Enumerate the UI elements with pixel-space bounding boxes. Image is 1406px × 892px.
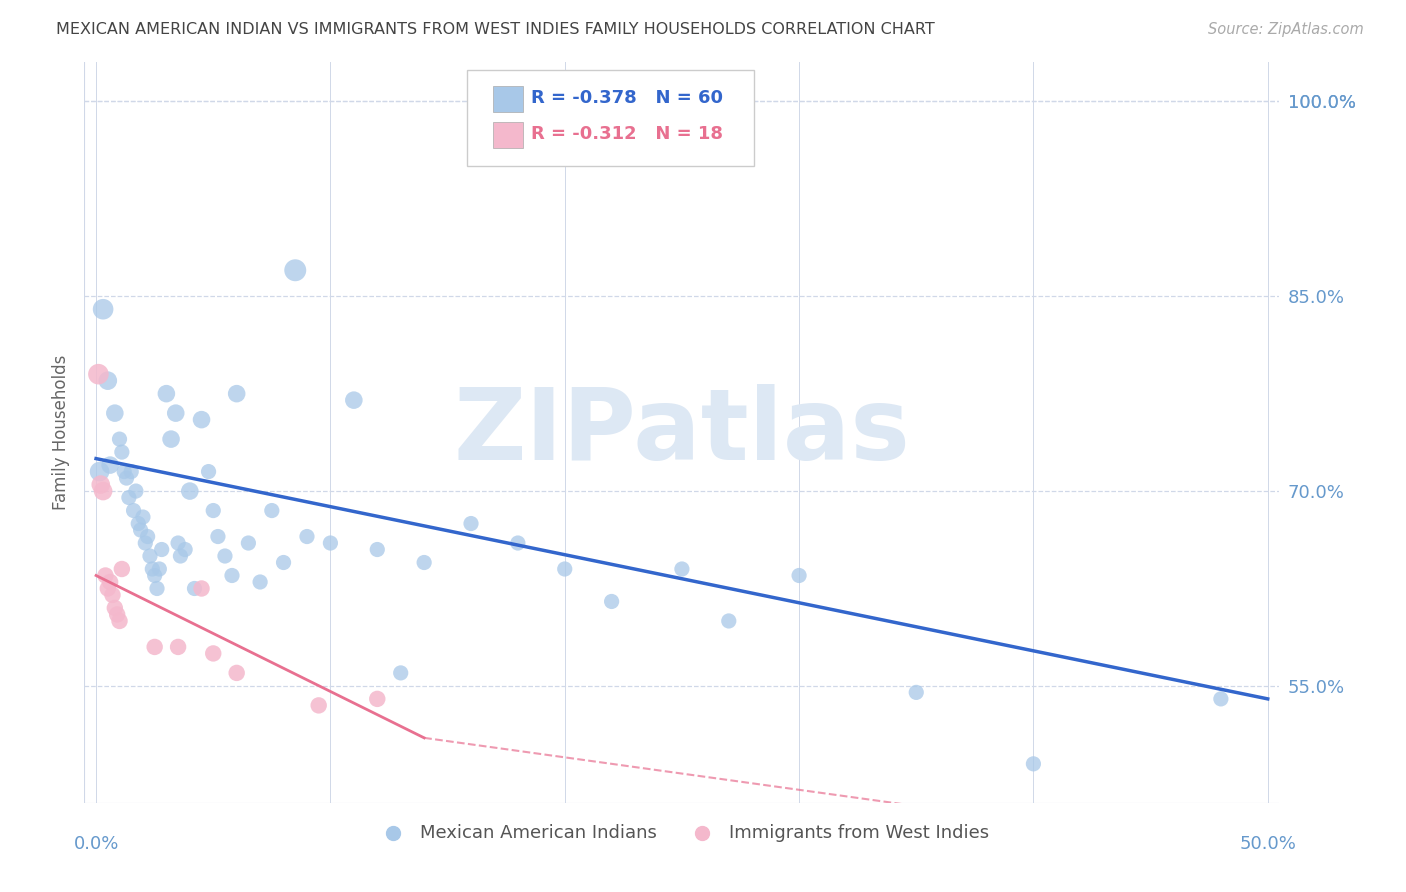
Point (97, 374, 120, 388)
Bar (494, 121, 523, 147)
Bar (494, 87, 523, 112)
Point (554, 562, 576, 576)
Point (155, 386, 177, 401)
Point (91, 484, 114, 499)
Point (129, 523, 152, 537)
Point (1022, 756, 1045, 771)
Point (343, 393, 366, 408)
Text: 0.0%: 0.0% (73, 835, 118, 854)
Point (104, 406, 127, 420)
Point (139, 549, 162, 563)
Point (366, 542, 388, 557)
Point (284, 263, 307, 277)
Point (115, 471, 138, 485)
Point (167, 536, 190, 550)
Point (91, 302, 114, 317)
Point (190, 582, 212, 596)
Point (108, 432, 131, 446)
Point (273, 556, 295, 570)
Point (179, 484, 201, 499)
Point (460, 516, 482, 531)
Point (249, 574, 271, 589)
Point (165, 406, 187, 420)
Point (717, 614, 740, 628)
Point (101, 588, 124, 602)
Point (207, 529, 229, 543)
Point (225, 386, 247, 401)
Point (671, 562, 693, 576)
Point (366, 692, 388, 706)
Point (143, 640, 166, 654)
Point (600, 594, 623, 608)
Point (108, 614, 131, 628)
Point (134, 536, 156, 550)
Point (132, 510, 155, 524)
Point (413, 556, 436, 570)
Text: R = -0.378   N = 60: R = -0.378 N = 60 (531, 89, 723, 107)
Point (202, 647, 225, 661)
Point (319, 536, 342, 550)
Text: 50.0%: 50.0% (1239, 835, 1296, 854)
Point (111, 445, 134, 459)
Point (160, 432, 183, 446)
Point (183, 582, 205, 596)
Text: MEXICAN AMERICAN INDIAN VS IMMIGRANTS FROM WEST INDIES FAMILY HOUSEHOLDS CORRELA: MEXICAN AMERICAN INDIAN VS IMMIGRANTS FR… (56, 22, 935, 37)
Point (221, 568, 243, 582)
Point (141, 562, 163, 576)
Point (167, 640, 190, 654)
Point (150, 542, 173, 557)
Point (98, 458, 121, 472)
Point (148, 562, 170, 576)
Point (112, 465, 135, 479)
Point (120, 465, 142, 479)
Text: R = -0.312   N = 18: R = -0.312 N = 18 (531, 125, 723, 144)
Point (787, 568, 810, 582)
Point (118, 491, 141, 505)
Point (94, 568, 117, 582)
Point (295, 529, 318, 543)
Point (104, 601, 127, 615)
Point (389, 665, 412, 680)
Y-axis label: Family Households: Family Households (52, 355, 70, 510)
Point (260, 503, 283, 517)
Point (136, 529, 159, 543)
Point (506, 536, 529, 550)
Text: Source: ZipAtlas.com: Source: ZipAtlas.com (1208, 22, 1364, 37)
Point (238, 536, 260, 550)
Point (169, 549, 191, 563)
Text: ZIPatlas: ZIPatlas (454, 384, 910, 481)
Point (89, 465, 111, 479)
Point (143, 568, 166, 582)
Point (202, 503, 225, 517)
Point (146, 582, 169, 596)
Point (308, 698, 330, 713)
Point (225, 665, 247, 680)
Point (174, 542, 197, 557)
Point (98, 574, 121, 589)
Point (87, 367, 110, 381)
Point (1209, 692, 1232, 706)
Point (111, 562, 134, 576)
Point (122, 503, 145, 517)
Point (127, 516, 149, 531)
Point (214, 549, 236, 563)
Point (90, 477, 112, 491)
Point (125, 484, 148, 499)
Point (197, 465, 219, 479)
Legend: Mexican American Indians, Immigrants from West Indies: Mexican American Indians, Immigrants fro… (367, 817, 997, 849)
FancyBboxPatch shape (467, 70, 754, 166)
Point (190, 412, 212, 426)
Point (905, 685, 928, 699)
Point (97, 582, 120, 596)
Point (105, 607, 128, 622)
